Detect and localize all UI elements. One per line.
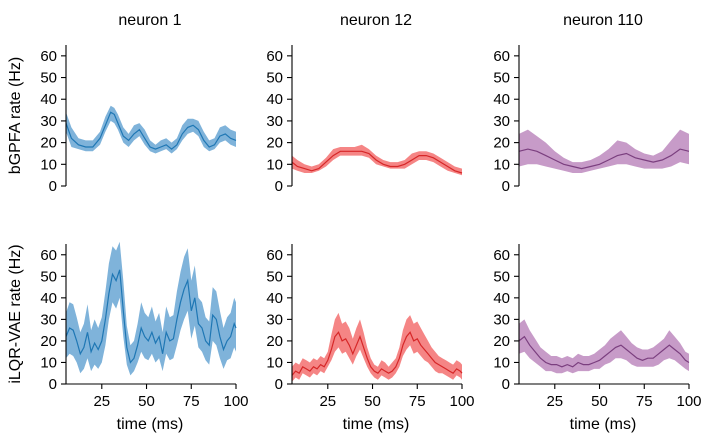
x-tick-label: 25 <box>319 393 336 410</box>
x-tick-label: 75 <box>636 393 653 410</box>
y-tick-label: 50 <box>40 268 57 285</box>
x-tick-label: 100 <box>676 393 701 410</box>
y-tick-label: 60 <box>493 247 510 264</box>
y-tick-label: 0 <box>502 376 510 393</box>
y-tick-label: 20 <box>266 333 283 350</box>
x-axis-label: time (ms) <box>570 416 637 433</box>
mean-rate-line <box>291 331 463 376</box>
y-tick-label: 50 <box>266 70 283 87</box>
mean-rate-line <box>65 111 237 150</box>
y-tick-label: 50 <box>40 70 57 87</box>
panel-title: neuron 1 <box>118 12 181 29</box>
y-tick-label: 40 <box>40 290 57 307</box>
x-tick-label: 100 <box>449 393 474 410</box>
y-tick-label: 10 <box>266 156 283 173</box>
y-tick-label: 20 <box>493 333 510 350</box>
y-tick-label: 20 <box>266 135 283 152</box>
panel-6: 0 10 20 30 40 50 60 25 50 75 100 time (ms) <box>493 244 702 433</box>
y-tick-label: 40 <box>493 290 510 307</box>
y-axis-label: iLQR-VAE rate (Hz) <box>7 244 24 383</box>
y-tick-label: 10 <box>40 354 57 371</box>
y-tick-label: 60 <box>266 48 283 65</box>
y-tick-label: 30 <box>493 113 510 130</box>
y-tick-label: 60 <box>493 48 510 65</box>
y-tick-label: 50 <box>493 70 510 87</box>
y-tick-label: 20 <box>40 135 57 152</box>
y-tick-label: 50 <box>266 268 283 285</box>
y-tick-label: 40 <box>40 91 57 108</box>
y-tick-label: 10 <box>493 156 510 173</box>
y-tick-label: 30 <box>40 311 57 328</box>
panel-title: neuron 12 <box>340 12 412 29</box>
confidence-band <box>66 241 236 376</box>
y-tick-label: 0 <box>275 376 283 393</box>
y-tick-label: 10 <box>40 156 57 173</box>
x-tick-label: 50 <box>138 393 155 410</box>
y-tick-label: 20 <box>493 135 510 152</box>
x-tick-label: 25 <box>93 393 110 410</box>
mean-rate-line <box>518 148 690 170</box>
mean-rate-line <box>518 335 690 368</box>
x-axis-label: time (ms) <box>343 416 410 433</box>
x-tick-label: 25 <box>546 393 563 410</box>
x-tick-label: 100 <box>223 393 248 410</box>
y-tick-label: 60 <box>40 48 57 65</box>
y-tick-label: 0 <box>49 178 57 195</box>
y-axis-label: bGPFA rate (Hz) <box>7 57 24 174</box>
y-tick-label: 0 <box>49 376 57 393</box>
x-tick-label: 50 <box>591 393 608 410</box>
y-tick-label: 40 <box>493 91 510 108</box>
confidence-band <box>292 312 462 382</box>
y-tick-label: 60 <box>40 247 57 264</box>
panel-2: 0 10 20 30 40 50 60 neuron 12 <box>266 12 463 195</box>
y-tick-label: 30 <box>266 311 283 328</box>
y-tick-label: 10 <box>266 354 283 371</box>
y-tick-label: 30 <box>266 113 283 130</box>
confidence-band <box>519 319 689 374</box>
panel-4: 0 10 20 30 40 50 60 25 50 75 100 time (ms) iLQR-VAE … <box>7 241 249 433</box>
y-tick-label: 40 <box>266 91 283 108</box>
x-axis-label: time (ms) <box>117 416 184 433</box>
panel-3: 0 10 20 30 40 50 60 neuron 110 <box>493 12 690 195</box>
y-tick-label: 30 <box>493 311 510 328</box>
panel-5: 0 10 20 30 40 50 60 25 50 75 100 time (ms) <box>266 244 475 433</box>
confidence-band <box>519 129 689 173</box>
panel-title: neuron 110 <box>563 12 643 29</box>
panel-1: 0 10 20 30 40 50 60 neuron 1 bGPFA rate (Hz) <box>7 12 237 195</box>
y-tick-label: 20 <box>40 333 57 350</box>
x-tick-label: 50 <box>364 393 381 410</box>
y-tick-label: 10 <box>493 354 510 371</box>
x-tick-label: 75 <box>183 393 200 410</box>
mean-rate-line <box>65 269 237 364</box>
x-tick-label: 75 <box>409 393 426 410</box>
y-tick-label: 30 <box>40 113 57 130</box>
y-tick-label: 60 <box>266 247 283 264</box>
y-tick-label: 50 <box>493 268 510 285</box>
y-tick-label: 0 <box>502 178 510 195</box>
mean-rate-line <box>291 150 463 174</box>
y-tick-label: 40 <box>266 290 283 307</box>
y-tick-label: 0 <box>275 178 283 195</box>
